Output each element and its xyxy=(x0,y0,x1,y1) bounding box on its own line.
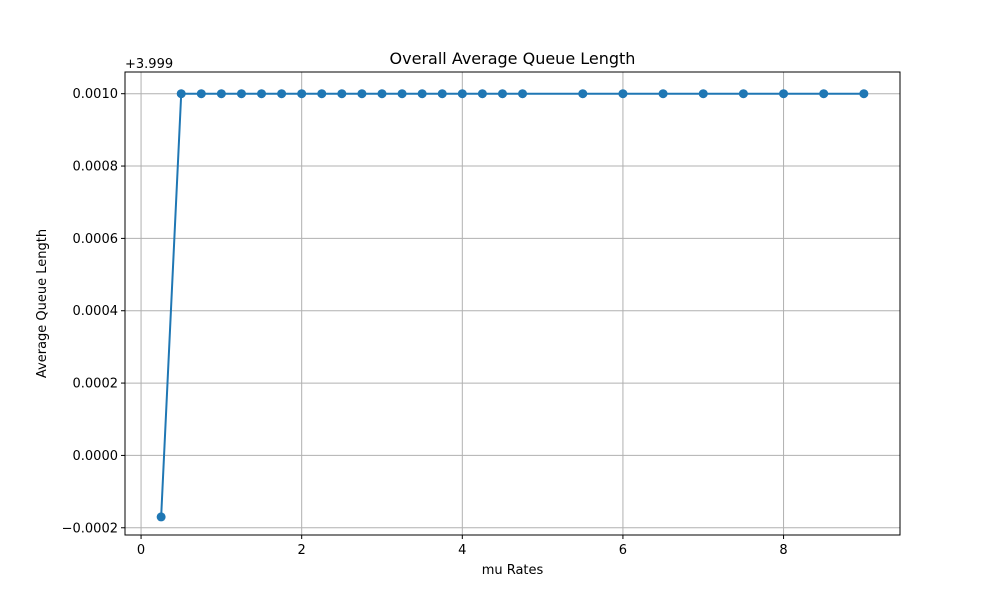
data-point xyxy=(357,89,367,99)
series-layer xyxy=(156,89,869,522)
data-point xyxy=(698,89,708,99)
data-point xyxy=(337,89,347,99)
data-point xyxy=(377,89,387,99)
y-axis-offset-label: +3.999 xyxy=(125,57,173,72)
y-tick-label: 0.0004 xyxy=(73,304,119,319)
data-point xyxy=(437,89,447,99)
data-point xyxy=(457,89,467,99)
data-point xyxy=(859,89,869,99)
data-point xyxy=(257,89,267,99)
x-tick-label: 0 xyxy=(137,543,145,558)
data-point xyxy=(216,89,226,99)
grid-lines xyxy=(125,72,900,535)
x-tick-label: 8 xyxy=(779,543,787,558)
data-point xyxy=(317,89,327,99)
data-point xyxy=(417,89,427,99)
plot-area-frame xyxy=(124,71,901,536)
data-point xyxy=(277,89,287,99)
data-point xyxy=(497,89,507,99)
x-tick-label: 4 xyxy=(458,543,466,558)
data-point xyxy=(618,89,628,99)
data-point xyxy=(738,89,748,99)
data-point xyxy=(819,89,829,99)
data-point xyxy=(297,89,307,99)
y-tick-label: −0.0002 xyxy=(62,521,118,536)
y-tick-label: 0.0006 xyxy=(73,232,119,247)
axis-ticks: 0 2 4 6 8 −0.0002 0.0000 0.0002 0.0004 0.0006 0.00… xyxy=(62,87,788,558)
data-point xyxy=(477,89,487,99)
data-point xyxy=(176,89,186,99)
y-axis-label: Average Queue Length xyxy=(35,229,50,378)
x-tick-label: 6 xyxy=(619,543,627,558)
x-axis-label: mu Rates xyxy=(482,563,544,578)
y-tick-label: 0.0002 xyxy=(73,377,119,392)
data-point xyxy=(779,89,789,99)
data-point xyxy=(578,89,588,99)
chart-title: Overall Average Queue Length xyxy=(390,49,636,68)
data-point xyxy=(658,89,668,99)
data-point xyxy=(196,89,206,99)
data-point xyxy=(397,89,407,99)
data-point xyxy=(518,89,528,99)
y-tick-label: 0.0010 xyxy=(73,87,119,102)
y-tick-label: 0.0000 xyxy=(73,449,119,464)
data-point xyxy=(236,89,246,99)
series-line xyxy=(160,92,864,517)
x-tick-label: 2 xyxy=(298,543,306,558)
data-point xyxy=(156,512,166,522)
y-tick-label: 0.0008 xyxy=(73,160,119,175)
